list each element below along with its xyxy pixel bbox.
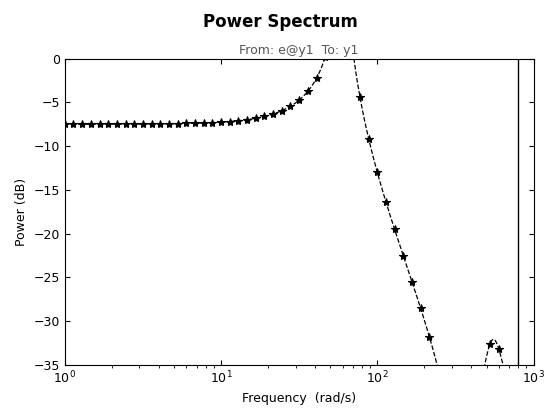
Title: From: e@y1  To: y1: From: e@y1 To: y1 — [240, 45, 359, 58]
Y-axis label: Power (dB): Power (dB) — [15, 178, 28, 246]
Text: Power Spectrum: Power Spectrum — [203, 13, 357, 31]
X-axis label: Frequency  (rad/s): Frequency (rad/s) — [242, 392, 356, 405]
